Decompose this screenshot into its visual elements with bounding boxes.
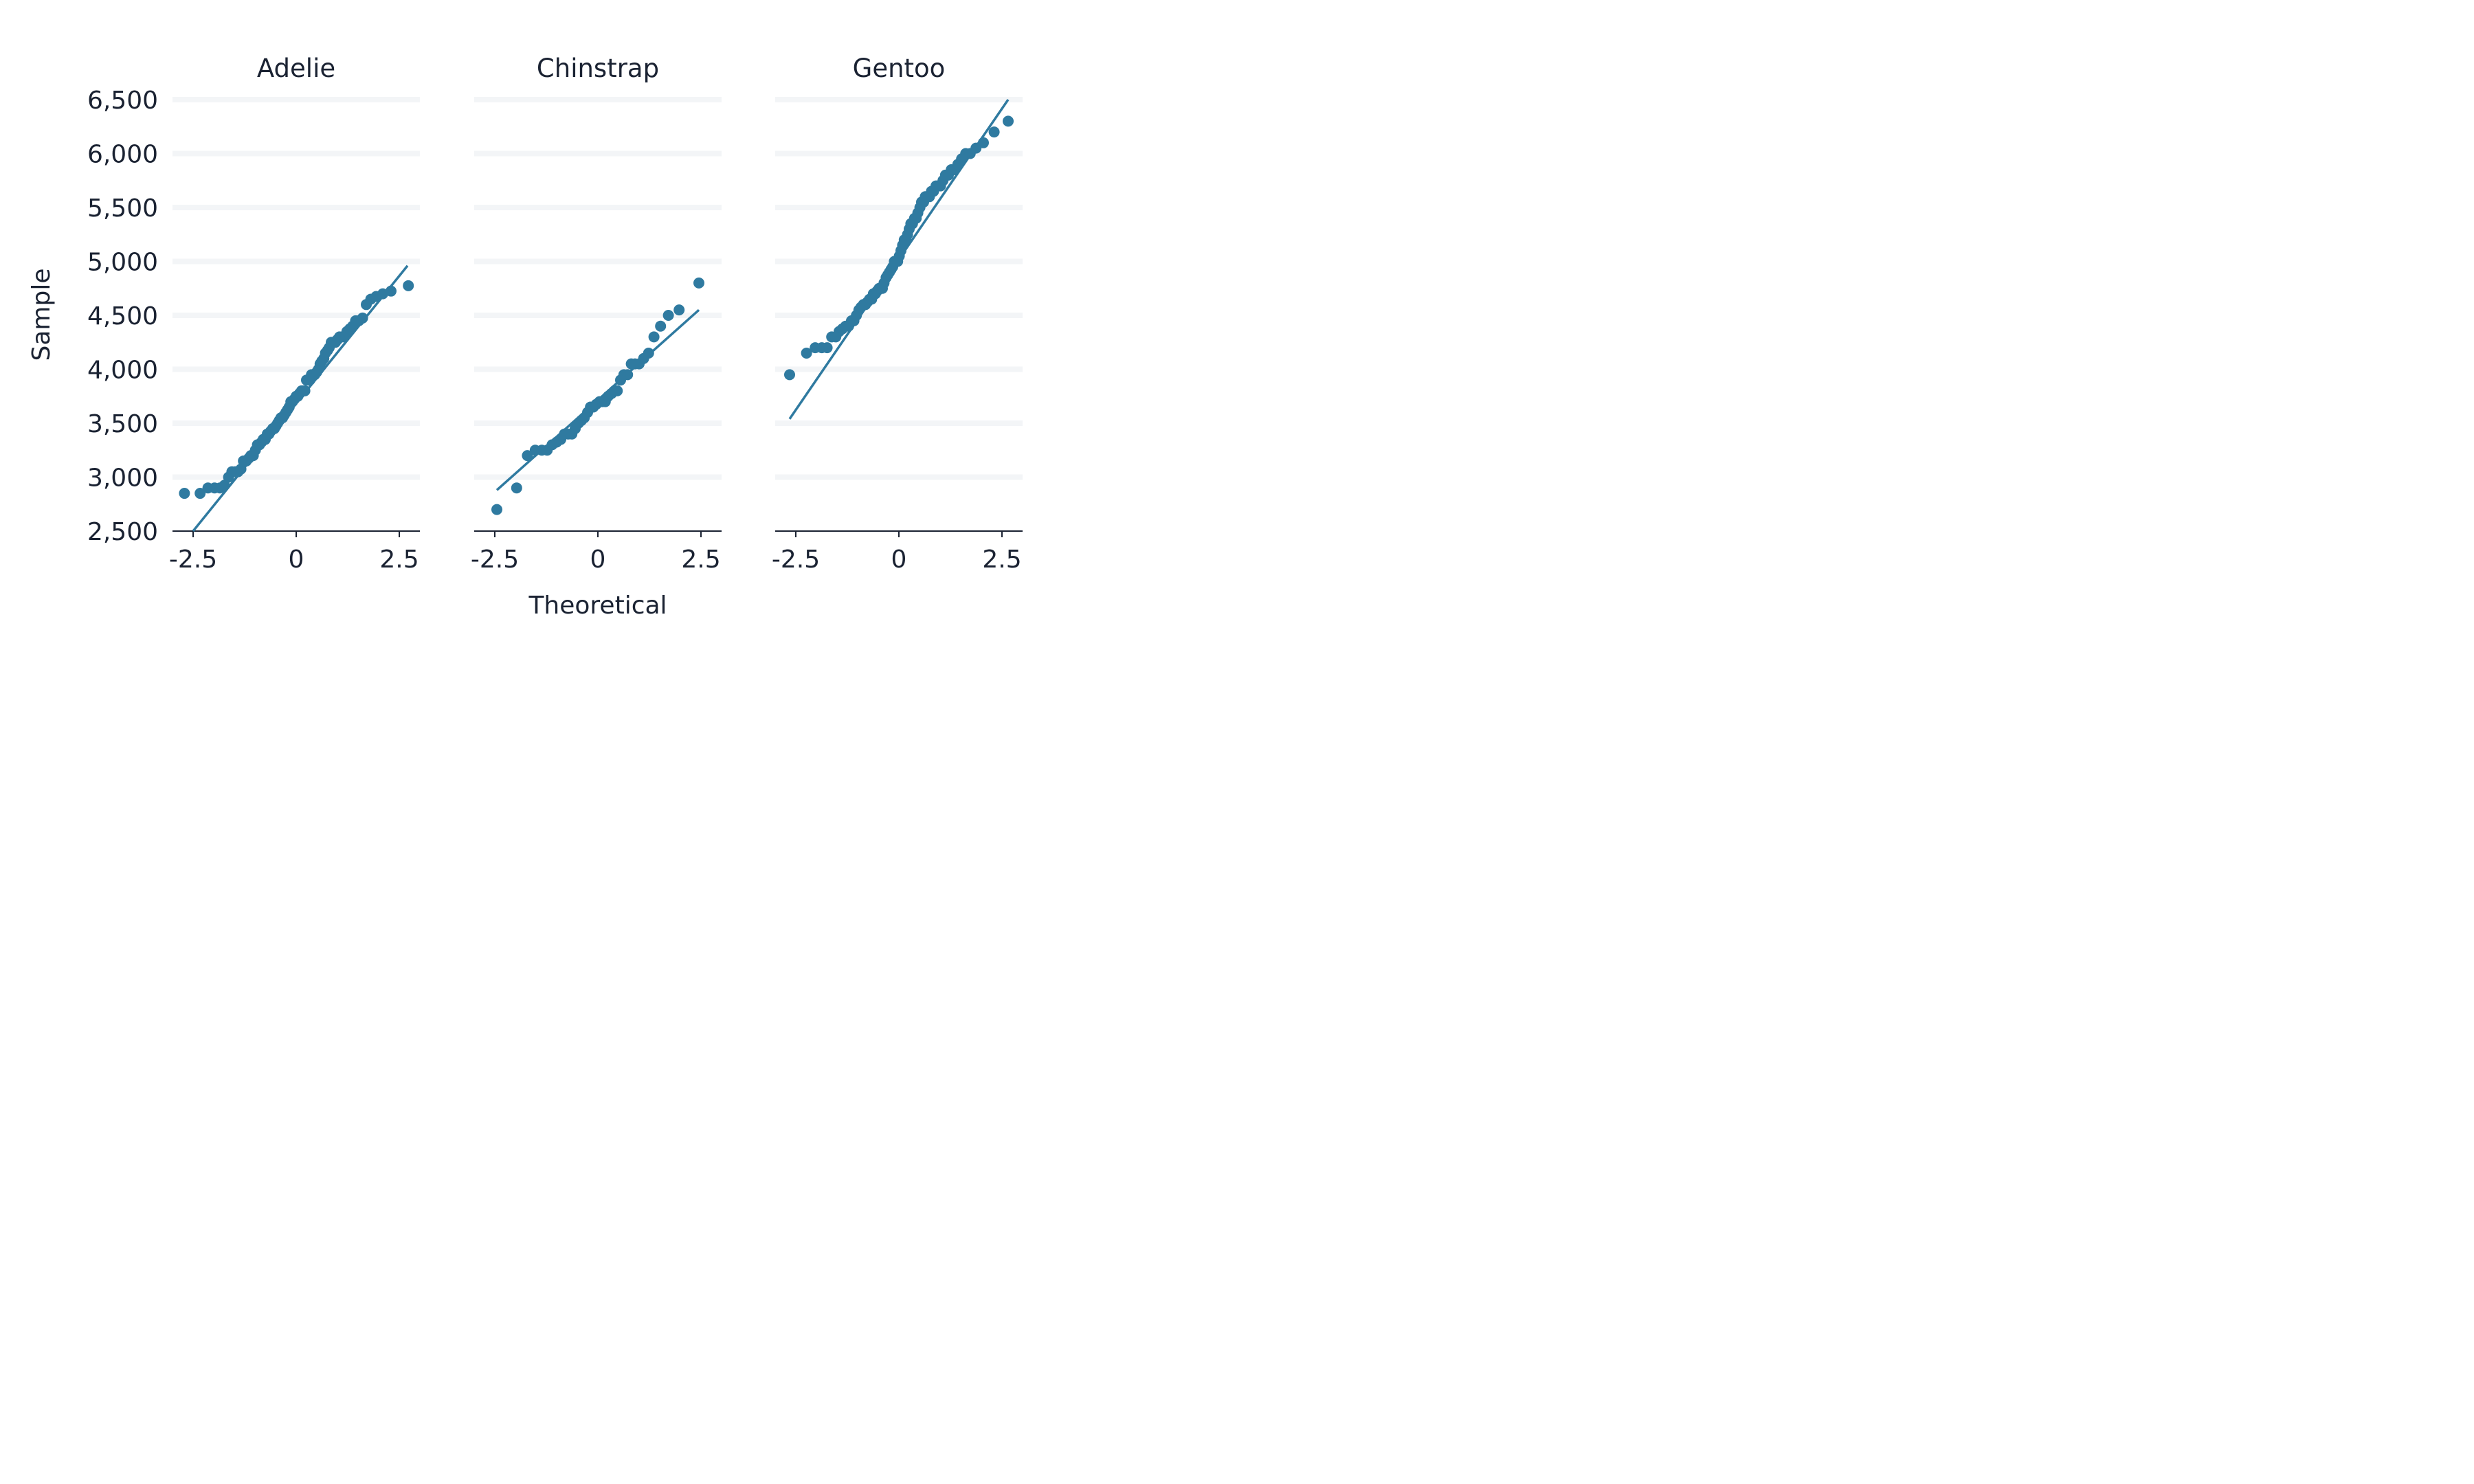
- data-point: [801, 347, 812, 359]
- y-tick-label: 5,000: [87, 249, 158, 277]
- facet-panels: -2.5 0 2.5 Adelie -2.5 0 2.5 Chinstrap -2.5 0 2.5 G…: [169, 54, 1023, 574]
- x-tick-label: -2.5: [169, 546, 217, 574]
- y-tick-label: 2,500: [87, 518, 158, 546]
- data-point: [821, 342, 833, 354]
- y-tick-label: 6,000: [87, 141, 158, 169]
- data-point: [648, 331, 660, 343]
- y-tick-label: 5,500: [87, 194, 158, 223]
- x-tick-label: 2.5: [681, 546, 720, 574]
- x-tick-label: 0: [590, 546, 606, 574]
- x-tick-label: 2.5: [982, 546, 1021, 574]
- data-point: [693, 277, 704, 289]
- data-point: [522, 450, 533, 462]
- facet-panel-adelie: -2.5 0 2.5 Adelie: [169, 54, 420, 574]
- data-point: [673, 304, 685, 316]
- y-axis-title: Sample: [27, 269, 56, 361]
- data-point: [988, 126, 1000, 138]
- y-tick-label: 4,000: [87, 357, 158, 385]
- y-tick-label: 3,500: [87, 410, 158, 438]
- data-point: [978, 137, 989, 148]
- y-axis-ticks: 2,500 3,000 3,500 4,000 4,500 5,000 5,500 6,000…: [87, 87, 158, 546]
- x-tick-label: 2.5: [379, 546, 419, 574]
- data-point: [386, 285, 397, 297]
- data-point: [377, 288, 388, 300]
- data-point: [662, 310, 674, 321]
- data-point: [299, 385, 311, 396]
- data-point: [612, 385, 623, 396]
- data-point: [622, 369, 634, 381]
- facet-title: Adelie: [257, 54, 335, 83]
- y-tick-label: 4,500: [87, 302, 158, 330]
- x-tick-label: -2.5: [471, 546, 519, 574]
- qq-plot-chart: 2,500 3,000 3,500 4,000 4,500 5,000 5,500 6,000…: [27, 54, 1023, 620]
- data-point: [403, 280, 414, 291]
- y-tick-label: 3,000: [87, 464, 158, 493]
- y-tick-label: 6,500: [87, 87, 158, 115]
- data-point: [655, 320, 667, 332]
- data-point: [491, 504, 502, 515]
- x-tick-label: -2.5: [772, 546, 820, 574]
- x-tick-label: 0: [891, 546, 907, 574]
- data-point: [194, 488, 206, 499]
- data-point: [1003, 115, 1014, 127]
- facet-title: Gentoo: [853, 54, 946, 83]
- x-axis-title: Theoretical: [528, 592, 667, 620]
- facet-panel-gentoo: -2.5 0 2.5 Gentoo: [772, 54, 1023, 574]
- facet-panel-chinstrap: -2.5 0 2.5 Chinstrap: [471, 54, 722, 574]
- facet-title: Chinstrap: [537, 54, 659, 83]
- data-point: [357, 312, 368, 324]
- data-point: [179, 488, 190, 499]
- data-point: [643, 347, 654, 359]
- x-tick-label: 0: [289, 546, 304, 574]
- data-point: [219, 480, 230, 491]
- data-point: [511, 482, 522, 494]
- data-point: [784, 369, 795, 381]
